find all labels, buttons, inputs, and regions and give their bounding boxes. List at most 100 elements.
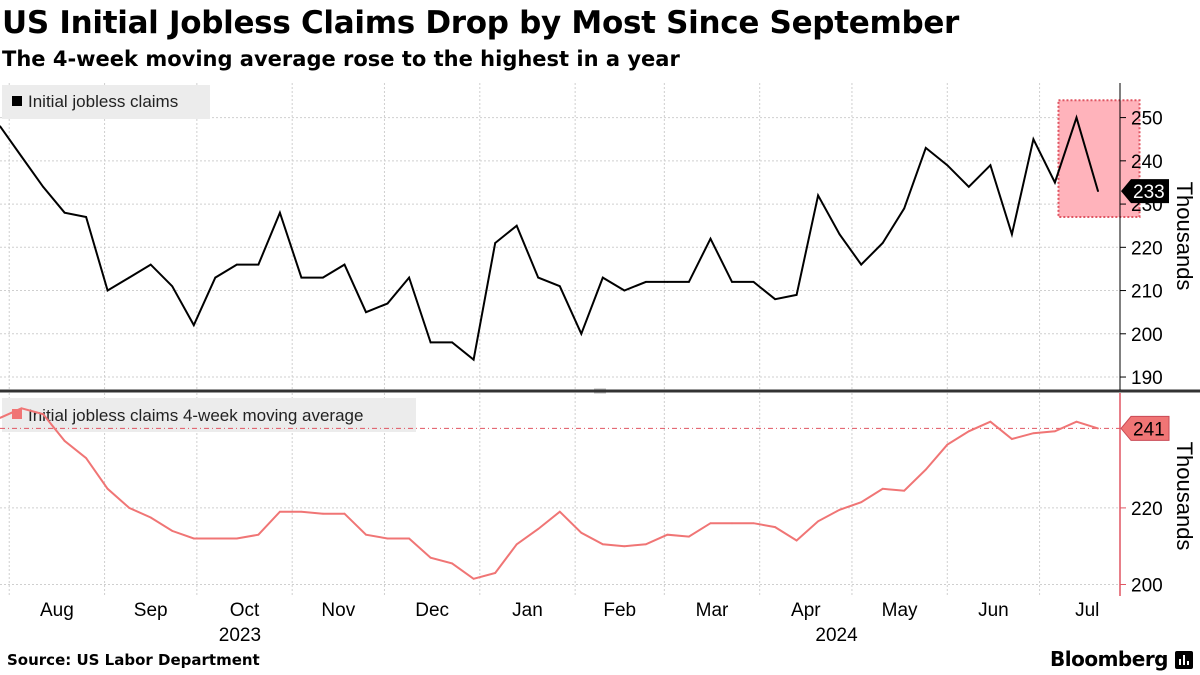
- claims-point: [860, 263, 863, 266]
- ma-point: [106, 487, 109, 490]
- ma-point: [0, 416, 1, 419]
- claims-point: [795, 293, 798, 296]
- ma-point: [214, 537, 217, 540]
- ma-point: [451, 562, 454, 565]
- bottom-legend-label: Initial jobless claims 4-week moving ave…: [28, 406, 363, 425]
- ma-point: [1032, 432, 1035, 435]
- top-y-tick-label: 240: [1131, 152, 1163, 173]
- top-y-tick-label: 250: [1131, 109, 1163, 130]
- bottom-y-tick-label: 200: [1131, 576, 1163, 597]
- ma-point: [903, 489, 906, 492]
- ma-point: [192, 537, 195, 540]
- top-y-tick-label: 210: [1131, 282, 1163, 303]
- top-panel-grid: [0, 83, 1120, 390]
- ma-point: [644, 543, 647, 546]
- claims-point: [580, 332, 583, 335]
- x-month-label: Dec: [415, 600, 449, 621]
- claims-point: [278, 211, 281, 214]
- claims-point: [1097, 190, 1099, 192]
- ma-point: [989, 420, 992, 423]
- claims-point: [903, 207, 906, 210]
- claims-point: [1032, 138, 1035, 141]
- ma-point: [1075, 420, 1078, 423]
- claims-point: [63, 211, 66, 214]
- top-y-tick-label: 220: [1131, 238, 1163, 259]
- claims-point: [967, 185, 970, 188]
- bottom-y-ticks: 200 220: [1120, 499, 1163, 597]
- ma-point: [731, 522, 733, 525]
- bottom-legend-swatch: [12, 409, 22, 419]
- x-month-label: Jul: [1075, 600, 1099, 621]
- ma-point: [795, 539, 798, 542]
- highlight-box: [1057, 99, 1141, 219]
- ma-point: [774, 526, 776, 528]
- ma-point: [494, 572, 497, 574]
- ma-point: [386, 537, 389, 540]
- bottom-y-axis-label: Thousands: [1172, 442, 1197, 551]
- ma-points: [0, 407, 1099, 580]
- x-month-label: May: [882, 600, 918, 621]
- claims-point: [494, 242, 497, 244]
- claims-point: [1010, 233, 1013, 236]
- ma-point: [1010, 438, 1013, 440]
- ma-point: [235, 537, 238, 540]
- ma-point: [300, 510, 303, 513]
- ma-point: [63, 439, 66, 442]
- x-month-label: Mar: [696, 600, 729, 621]
- ma-last-value-tag: 241: [1120, 415, 1170, 441]
- claims-point: [20, 155, 23, 158]
- chart-subtitle: The 4-week moving average rose to the hi…: [2, 47, 680, 71]
- claims-point: [192, 324, 195, 327]
- ma-point: [343, 512, 346, 515]
- claims-point: [408, 276, 410, 279]
- claims-series-line: [0, 114, 1099, 362]
- claims-point: [451, 341, 454, 344]
- ma-point: [1054, 430, 1056, 433]
- chart-title: US Initial Jobless Claims Drop by Most S…: [2, 5, 960, 41]
- claims-point: [817, 194, 820, 197]
- bloomberg-icon: [1175, 651, 1193, 669]
- ma-point: [967, 430, 970, 433]
- claims-point: [343, 263, 346, 266]
- claims-point: [946, 164, 949, 167]
- ma-point: [171, 529, 174, 532]
- claims-point: [601, 276, 604, 279]
- top-legend-label: Initial jobless claims: [28, 92, 178, 111]
- claims-point: [386, 302, 389, 305]
- ma-point: [85, 457, 88, 460]
- claims-point: [171, 285, 174, 288]
- top-legend-swatch: [12, 96, 22, 106]
- claims-point: [0, 125, 1, 128]
- ma-point: [149, 516, 152, 519]
- claims-last-value: 233: [1133, 182, 1165, 203]
- claims-point: [774, 298, 776, 301]
- ma-point: [515, 543, 518, 546]
- claims-point: [257, 263, 260, 266]
- bottom-legend-box: [2, 398, 416, 432]
- ma-point: [623, 545, 626, 548]
- ma-point: [558, 510, 561, 513]
- ma-point: [817, 520, 820, 523]
- ma-point: [666, 533, 669, 536]
- claims-point: [128, 276, 131, 279]
- ma-point: [429, 556, 432, 559]
- x-year-label: 2024: [815, 625, 858, 646]
- x-month-label: Jan: [512, 600, 543, 621]
- top-legend-box: [2, 85, 210, 119]
- claims-point: [558, 285, 561, 288]
- claims-point: [515, 224, 518, 227]
- claims-point: [106, 289, 109, 292]
- ma-point: [924, 468, 927, 471]
- claims-points: [0, 116, 1099, 361]
- claims-point: [149, 263, 152, 266]
- claims-point: [881, 242, 884, 244]
- top-y-tick-label: 190: [1131, 368, 1163, 389]
- claims-point: [85, 216, 88, 218]
- x-month-label: Oct: [230, 600, 260, 621]
- ma-point: [20, 407, 23, 410]
- divider-handle[interactable]: [594, 388, 606, 394]
- ma-point: [838, 508, 841, 511]
- claims-point: [1075, 116, 1078, 119]
- ma-point: [322, 512, 324, 515]
